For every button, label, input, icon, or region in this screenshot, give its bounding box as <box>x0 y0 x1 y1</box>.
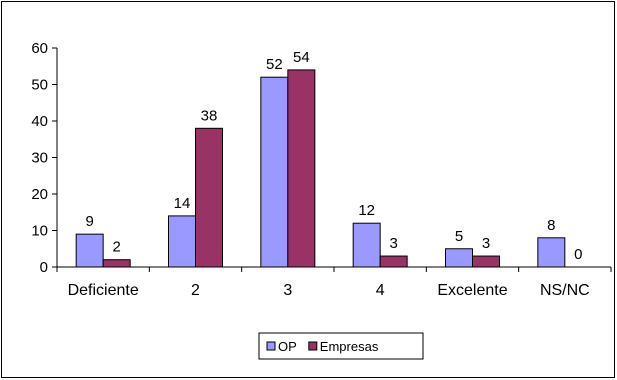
legend-label: OP <box>278 339 297 354</box>
legend-swatch <box>308 341 318 351</box>
bar-op-3 <box>352 222 381 268</box>
y-tick-label: 50 <box>31 77 48 94</box>
chart-bars <box>75 69 566 268</box>
legend-box <box>258 332 424 360</box>
bar-empresas-0 <box>102 259 131 268</box>
data-label: 14 <box>174 195 191 212</box>
data-label: 52 <box>266 56 283 73</box>
y-tick-label: 10 <box>31 223 48 240</box>
x-tick-label: Deficiente <box>68 282 139 299</box>
x-tick-label: NS/NC <box>540 282 590 299</box>
data-label: 38 <box>201 107 218 124</box>
bar-empresas-2 <box>287 69 316 268</box>
bar-empresas-3 <box>379 255 408 268</box>
x-tick-label: 4 <box>376 282 385 299</box>
bar-op-2 <box>260 76 289 268</box>
data-label: 3 <box>482 235 490 252</box>
data-label: 2 <box>112 239 120 256</box>
y-tick-label: 60 <box>31 40 48 57</box>
bar-op-0 <box>75 233 104 268</box>
legend-label: Empresas <box>320 339 379 354</box>
y-tick-label: 20 <box>31 186 48 203</box>
bar-op-1 <box>168 215 196 268</box>
chart-legend: OP Empresas <box>258 332 424 360</box>
bar-op-4 <box>445 248 473 268</box>
data-label: 5 <box>455 228 463 245</box>
x-tick-label: 2 <box>191 282 200 299</box>
chart-labels: Deficiente 2 3 4 Excelente NS/NC 9 14 52 12 5 8 2 38 5… <box>68 49 590 299</box>
legend-swatch <box>266 341 276 351</box>
y-tick-label: 40 <box>31 113 48 130</box>
data-label: 0 <box>574 246 582 263</box>
data-label: 12 <box>358 202 375 219</box>
bar-empresas-1 <box>195 127 223 268</box>
data-label: 9 <box>85 213 93 230</box>
x-tick-label: Excelente <box>437 282 507 299</box>
data-label: 3 <box>389 235 397 252</box>
data-label: 8 <box>547 217 555 234</box>
y-tick-label: 0 <box>40 259 48 276</box>
data-label: 54 <box>293 49 310 66</box>
bar-op-5 <box>537 237 566 268</box>
bar-empresas-4 <box>472 255 500 268</box>
x-tick-label: 3 <box>283 282 292 299</box>
y-tick-label: 30 <box>31 150 48 167</box>
